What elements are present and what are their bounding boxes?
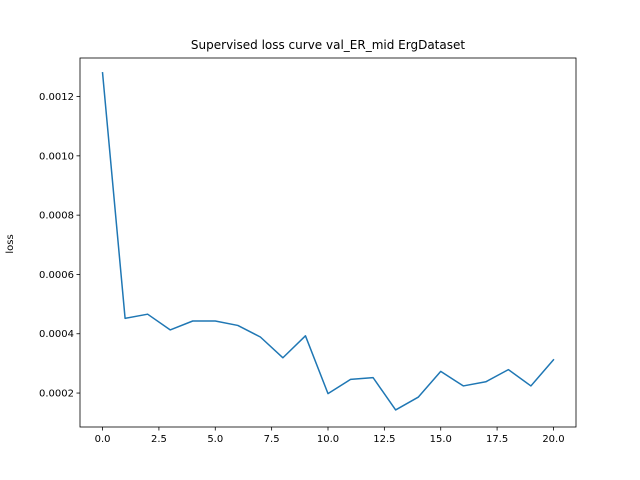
chart-title: Supervised loss curve val_ER_mid ErgData… xyxy=(191,38,465,52)
x-tick-label-6: 15.0 xyxy=(430,434,452,445)
plot-area: 0.0 2.5 5.0 7.5 10.0 12.5 15.0 17.5 20.0 0.0002 0.… xyxy=(39,57,577,445)
y-tick-label-4: 0.0010 xyxy=(39,151,74,162)
series-line-0 xyxy=(101,72,555,411)
y-tick-label-1: 0.0004 xyxy=(39,329,74,340)
x-tick-label-5: 12.5 xyxy=(373,434,395,445)
y-tick-label-5: 0.0012 xyxy=(39,92,74,103)
y-tick-label-0: 0.0002 xyxy=(39,389,74,400)
x-tick-label-0: 0.0 xyxy=(95,434,111,445)
axes-frame xyxy=(79,57,577,428)
x-tick-label-2: 5.0 xyxy=(207,434,223,445)
x-tick-label-8: 20.0 xyxy=(542,434,564,445)
x-tick-label-3: 7.5 xyxy=(264,434,280,445)
y-axis-label: loss xyxy=(5,234,16,253)
x-tick-label-4: 10.0 xyxy=(317,434,339,445)
y-tick-label-3: 0.0008 xyxy=(39,211,74,222)
x-tick-label-1: 2.5 xyxy=(151,434,167,445)
y-tick-label-2: 0.0006 xyxy=(39,270,74,281)
x-tick-label-7: 17.5 xyxy=(486,434,508,445)
